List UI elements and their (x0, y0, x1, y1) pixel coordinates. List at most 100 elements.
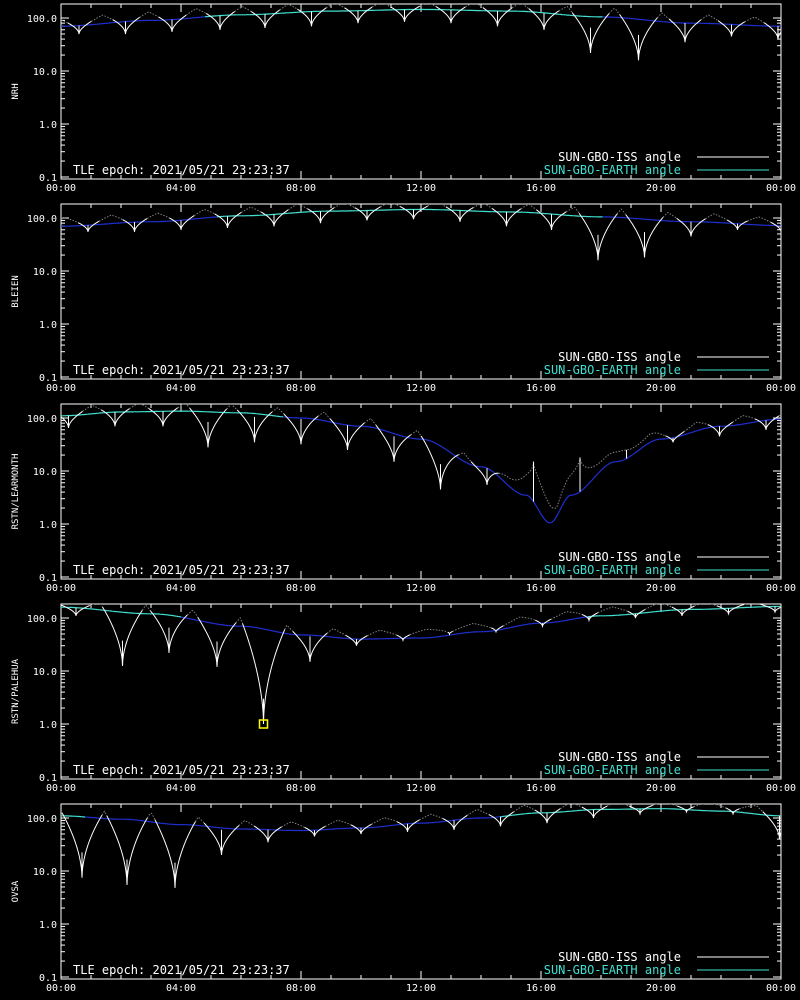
iss-angle-line (169, 215, 195, 230)
iss-angle-line (705, 213, 728, 221)
plot-area (61, 404, 781, 524)
x-tick-label: 12:00 (406, 583, 436, 594)
x-tick-label: 00:00 (46, 783, 76, 794)
iss-angle-line (452, 622, 492, 632)
iss-angle-line (333, 204, 355, 209)
iss-angle-line (520, 204, 537, 211)
legend-iss-label: SUN-GBO-ISS angle (558, 750, 681, 764)
iss-angle-line (409, 628, 448, 636)
y-tick-label: 0.1 (39, 573, 57, 584)
iss-angle-line (146, 212, 170, 219)
iss-angle-line (146, 812, 156, 820)
y-tick-label: 1.0 (39, 520, 57, 531)
iss-angle-line (465, 4, 484, 8)
iss-angle-line (694, 604, 717, 607)
iss-angle-line (470, 461, 499, 485)
iss-angle-line (271, 407, 285, 415)
y-tick-label: 0.1 (39, 973, 57, 984)
iss-angle-line (82, 404, 102, 412)
iss-angle-line (139, 11, 160, 18)
iss-angle-line (458, 452, 472, 462)
y-tick-label: 1.0 (39, 920, 57, 931)
iss-angle-line (559, 804, 583, 810)
iss-angle-line (606, 804, 630, 807)
legend-iss-label: SUN-GBO-ISS angle (558, 350, 681, 364)
iss-angle-line (325, 4, 345, 9)
y-tick-label: 10.0 (33, 867, 57, 878)
iss-angle-line (112, 16, 140, 35)
iss-angle-line (317, 411, 331, 420)
x-tick-label: 04:00 (166, 383, 196, 394)
iss-angle-line (758, 604, 781, 614)
iss-angle-line (77, 220, 100, 232)
legend-earth-label: SUN-GBO-EARTH angle (544, 363, 681, 377)
x-tick-label: 16:00 (526, 983, 556, 994)
x-tick-label: 04:00 (166, 183, 196, 194)
tle-epoch-label: TLE epoch: 2021/05/21 23:23:37 (73, 163, 290, 177)
y-tick-label: 1.0 (39, 720, 57, 731)
iss-angle-line (226, 404, 238, 411)
earth-angle-line (84, 816, 501, 832)
y-axis-label: OVSA (11, 880, 21, 902)
y-tick-label: 100.0 (27, 214, 57, 225)
iss-angle-line (652, 804, 678, 807)
iss-angle-line (419, 4, 436, 7)
x-tick-label: 20:00 (646, 983, 676, 994)
iss-angle-line (581, 612, 599, 623)
iss-angle-line (442, 814, 468, 830)
selection-marker (258, 719, 269, 729)
iss-angle-line (238, 819, 255, 827)
y-tick-label: 10.0 (33, 667, 57, 678)
x-tick-label: 16:00 (526, 783, 556, 794)
iss-angle-line (447, 630, 453, 636)
iss-angle-line (61, 410, 83, 428)
iss-angle-line (234, 5, 252, 12)
x-tick-label: 08:00 (286, 183, 316, 194)
iss-angle-line (364, 418, 377, 426)
iss-angle-line (628, 804, 653, 816)
iss-angle-line (375, 424, 412, 462)
x-tick-label: 00:00 (766, 183, 796, 194)
x-tick-label: 04:00 (166, 583, 196, 594)
x-tick-label: 12:00 (406, 983, 436, 994)
iss-angle-line (61, 604, 90, 616)
iss-angle-line (739, 805, 764, 812)
earth-angle-line (180, 616, 588, 640)
earth-angle-line (61, 216, 218, 227)
iss-angle-line (491, 625, 504, 634)
iss-angle-line (380, 204, 401, 208)
y-tick-label: 0.1 (39, 173, 57, 184)
x-tick-label: 20:00 (646, 783, 676, 794)
y-tick-label: 100.0 (27, 814, 57, 825)
x-tick-label: 08:00 (286, 783, 316, 794)
iss-angle-line (177, 404, 191, 409)
y-tick-label: 100.0 (27, 614, 57, 625)
iss-angle-line (498, 432, 666, 509)
iss-angle-line (754, 415, 780, 430)
iss-angle-line (716, 604, 745, 616)
tle-epoch-label: TLE epoch: 2021/05/21 23:23:37 (73, 363, 290, 377)
y-axis-label: BLEIEN (11, 275, 21, 308)
y-axis-label: RSTN/LEARMONTH (11, 454, 21, 530)
plot-area (61, 804, 781, 888)
x-tick-label: 12:00 (406, 383, 436, 394)
plot-area (61, 604, 781, 725)
iss-angle-line (101, 810, 108, 817)
earth-angle-line (61, 410, 284, 418)
x-tick-label: 00:00 (766, 983, 796, 994)
y-axis-label: RSTN/PALEHUA (11, 658, 21, 724)
earth-angle-line (61, 606, 182, 618)
iss-angle-line (511, 4, 529, 10)
iss-angle-line (367, 629, 397, 637)
x-tick-label: 04:00 (166, 983, 196, 994)
iss-angle-line (284, 624, 294, 632)
panel-rstn-learmonth: 100.010.01.00.100:00 04:00 08:00 12:00 16:00… (11, 403, 796, 594)
x-tick-label: 20:00 (646, 383, 676, 394)
iss-angle-line (488, 811, 514, 827)
panel-ovsa: 100.010.01.00.100:00 04:00 08:00 12:00 16:00… (11, 803, 796, 994)
x-tick-label: 00:00 (46, 383, 76, 394)
y-tick-label: 1.0 (39, 120, 57, 131)
iss-angle-line (260, 209, 289, 227)
